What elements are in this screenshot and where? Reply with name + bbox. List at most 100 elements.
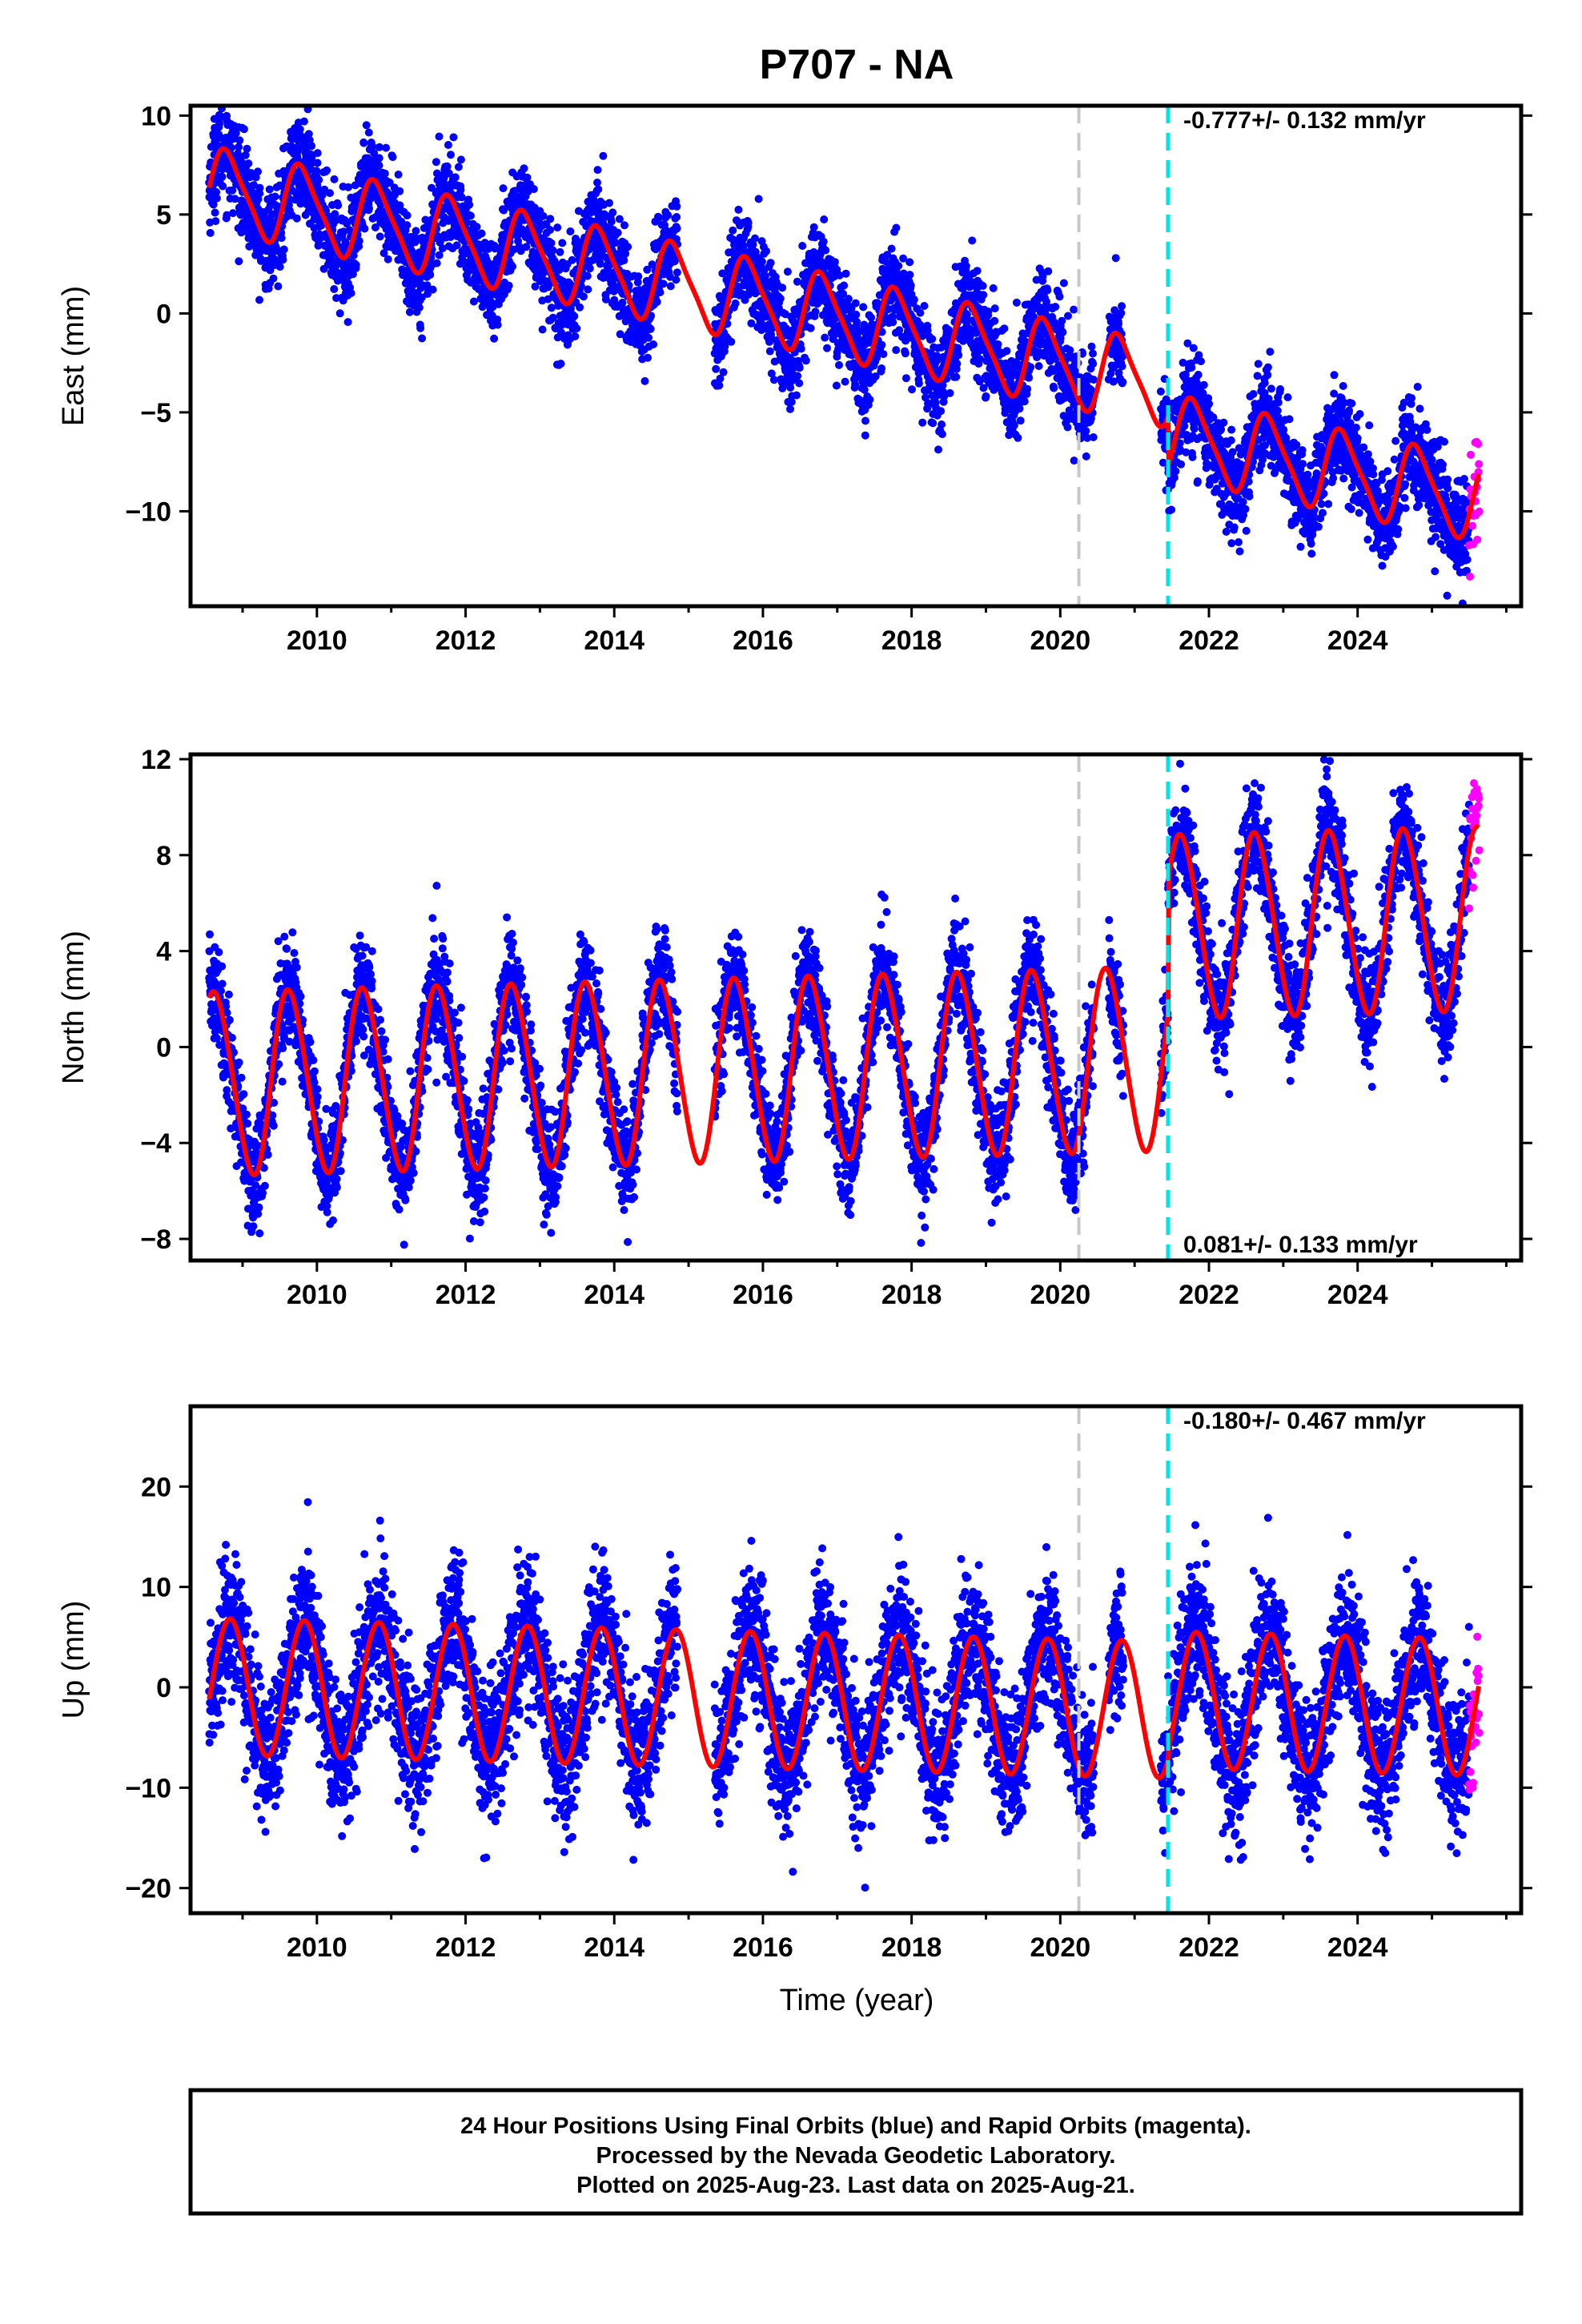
data-point [375, 143, 383, 151]
data-point [821, 333, 829, 342]
data-point [989, 283, 998, 292]
data-point [235, 143, 243, 151]
data-point [901, 349, 909, 358]
data-point [1193, 477, 1202, 485]
data-point [504, 281, 513, 290]
data-point [795, 364, 804, 372]
data-point [548, 246, 557, 255]
data-point [1227, 436, 1235, 444]
data-point [228, 186, 237, 195]
data-point [840, 281, 849, 290]
data-point [295, 125, 304, 134]
data-point [307, 142, 316, 151]
data-point [835, 360, 843, 369]
data-point [1050, 384, 1058, 392]
data-point [769, 376, 778, 384]
data-point [380, 169, 389, 178]
data-point [715, 381, 724, 390]
data-point [1118, 302, 1126, 311]
data-point [786, 384, 795, 392]
data-point [553, 223, 562, 232]
data-point [212, 187, 221, 196]
data-point [1070, 456, 1078, 465]
data-point [566, 227, 575, 235]
data-point [916, 308, 925, 317]
data-point [443, 162, 452, 171]
data-point [405, 308, 414, 316]
data-point [954, 344, 962, 352]
data-point [326, 189, 334, 198]
data-point [793, 372, 802, 380]
data-point [538, 325, 547, 334]
data-point [255, 183, 264, 192]
data-point [456, 155, 465, 164]
data-point [1267, 384, 1275, 393]
data-point [1227, 539, 1236, 548]
data-point [751, 247, 760, 256]
data-point [1059, 279, 1068, 287]
data-point [231, 195, 239, 203]
data-point [449, 133, 458, 142]
data-point [558, 316, 566, 325]
data-point [438, 244, 447, 253]
data-point [1044, 267, 1053, 275]
data-point [435, 132, 444, 141]
data-point [892, 223, 901, 232]
data-point [379, 249, 388, 258]
data-point [953, 360, 962, 368]
data-point [1274, 398, 1283, 407]
data-point [731, 299, 740, 308]
data-point [1239, 497, 1247, 506]
data-point [807, 265, 816, 274]
data-point [544, 295, 552, 304]
data-point [778, 384, 787, 392]
data-point [447, 151, 455, 159]
data-point [1070, 305, 1078, 314]
data-point [918, 418, 927, 427]
data-point [594, 185, 603, 194]
data-point [877, 364, 886, 372]
data-point [1014, 433, 1022, 442]
data-point [1051, 303, 1060, 312]
data-point [851, 299, 860, 308]
data-point [465, 200, 474, 209]
data-point [797, 344, 805, 353]
data-point [1307, 539, 1315, 548]
data-point [1016, 416, 1025, 425]
data-point [570, 312, 579, 320]
data-point [621, 249, 630, 258]
data-point [558, 239, 567, 247]
data-point [299, 117, 308, 126]
data-point [304, 130, 313, 139]
data-point [254, 167, 262, 176]
data-point [830, 258, 839, 267]
data-point [832, 381, 841, 390]
data-point [235, 257, 243, 266]
data-point [1283, 393, 1292, 402]
data-point [516, 247, 525, 255]
data-point [844, 295, 853, 304]
data-point [664, 211, 673, 219]
data-point [835, 271, 844, 279]
data-point [418, 334, 427, 343]
data-point [994, 340, 1002, 348]
data-point [315, 175, 323, 184]
data-point [546, 226, 554, 235]
data-point [1244, 477, 1253, 486]
data-point [729, 226, 737, 235]
data-point [237, 228, 246, 237]
data-point [215, 119, 224, 127]
data-point [368, 143, 377, 151]
data-point [929, 419, 938, 428]
data-point [279, 245, 288, 254]
data-point [673, 224, 681, 233]
data-point [867, 313, 876, 322]
data-point [347, 289, 355, 297]
data-point [444, 141, 452, 149]
plot-area [205, 106, 1484, 606]
data-point [928, 335, 937, 344]
data-point [571, 332, 580, 340]
data-point [938, 420, 946, 428]
data-point [962, 262, 970, 271]
data-point [480, 239, 489, 247]
